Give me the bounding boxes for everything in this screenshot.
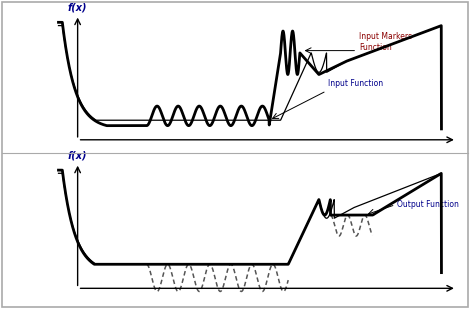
- Text: Input Markers
Function: Input Markers Function: [359, 32, 412, 52]
- Text: f(x): f(x): [68, 151, 87, 161]
- Text: Output Function: Output Function: [398, 200, 459, 209]
- Text: Input Function: Input Function: [329, 78, 384, 87]
- Text: f(x): f(x): [68, 2, 87, 13]
